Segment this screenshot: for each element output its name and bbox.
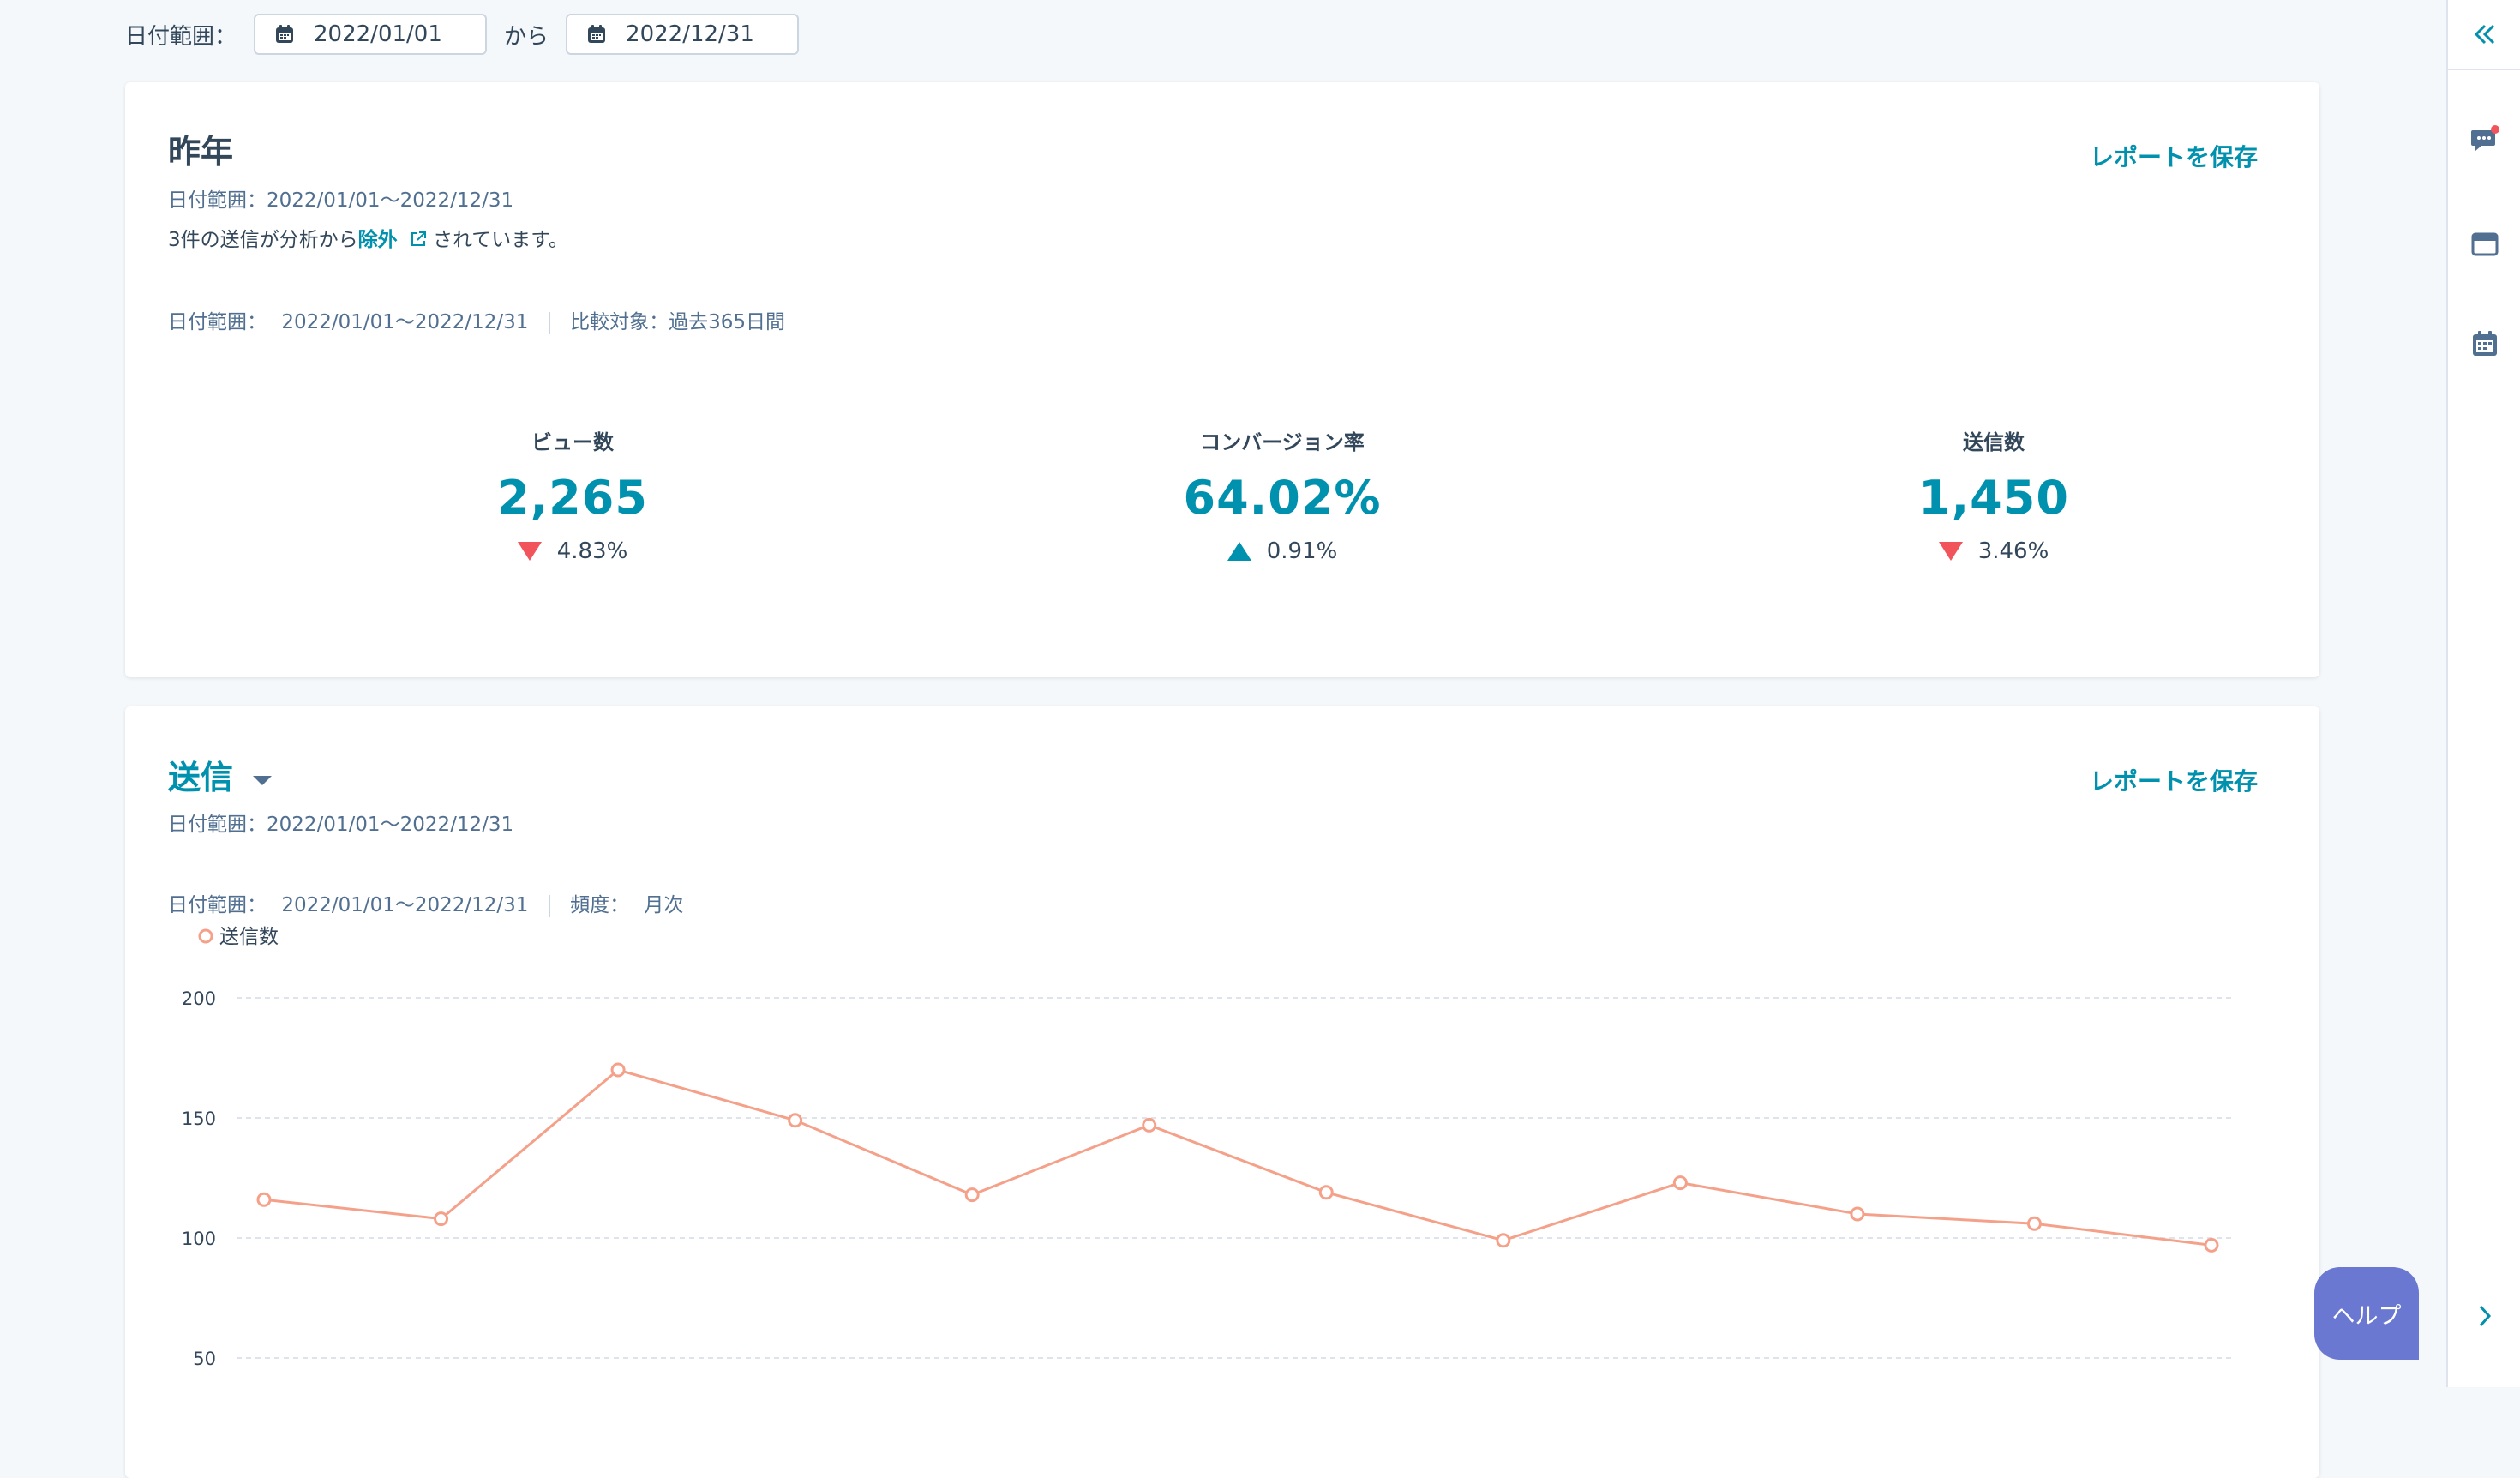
calendar-icon[interactable] [2470,329,2499,358]
kpi-submissions: 送信数 1,450 3.46% [1779,425,2208,564]
kpi-value: 64.02% [1183,471,1382,525]
external-link-icon [411,231,426,246]
chart-card: 送信 レポートを保存 日付範囲：2022/01/01〜2022/12/31 日付… [125,706,2319,1478]
kpi-value: 1,450 [1918,471,2069,525]
filter-date-value: 2022/01/01〜2022/12/31 [281,894,529,916]
kpi-change: 3.46% [1779,538,2208,564]
line-chart: 送信数 50 100 150 200 [182,926,2234,1369]
summary-card: 昨年 レポートを保存 日付範囲：2022/01/01〜2022/12/31 3件… [125,82,2319,677]
summary-filter-line: 日付範囲： 2022/01/01〜2022/12/31 比較対象：過去365日間 [168,305,785,334]
chart-filter-line: 日付範囲： 2022/01/01〜2022/12/31 頻度： 月次 [168,888,683,917]
exclusion-note: 3件の送信が分析から除外 されています。 [168,223,568,252]
chart-date-range: 日付範囲：2022/01/01〜2022/12/31 [168,814,514,836]
start-date-value: 2022/01/01 [314,21,442,47]
date-connector: から [504,23,549,50]
chevron-right-icon[interactable] [2470,1301,2499,1331]
caret-down-icon [253,775,273,785]
help-button[interactable]: ヘルプ [2314,1267,2419,1360]
data-point[interactable] [964,1187,980,1203]
window-icon[interactable] [2470,230,2499,259]
data-point[interactable] [1672,1175,1688,1191]
kpi-change-value: 0.91% [1266,538,1338,564]
y-tick-label: 50 [193,1349,216,1369]
frequency-label: 頻度： [570,894,630,916]
end-date-input[interactable]: 2022/12/31 [566,14,800,55]
series-line [263,1068,2212,1247]
exclusion-prefix: 3件の送信が分析から [168,229,358,251]
summary-card-title: 昨年 [168,133,234,171]
date-filter-label: 日付範囲： [125,23,237,50]
triangle-down-icon [517,542,542,561]
kpi-change: 0.91% [1068,538,1497,564]
filter-date-label: 日付範囲： [168,311,267,333]
kpi-label: 送信数 [1963,430,2025,454]
y-tick-label: 100 [182,1229,216,1249]
data-point[interactable] [1496,1233,1511,1248]
chat-icon[interactable] [2470,125,2499,154]
kpi-views: ビュー数 2,265 4.83% [358,425,787,564]
exclusion-link[interactable]: 除外 [357,229,398,251]
legend-marker [198,928,213,944]
kpi-change: 4.83% [358,538,787,564]
exclusion-suffix: されています。 [432,229,568,251]
triangle-up-icon [1227,542,1251,561]
help-label: ヘルプ [2331,1302,2402,1330]
compare-label: 比較対象：過去365日間 [570,311,785,333]
filter-date-value: 2022/01/01〜2022/12/31 [281,311,529,333]
right-rail [2446,0,2520,1387]
filter-date-label: 日付範囲： [168,894,267,916]
data-point[interactable] [2204,1237,2219,1253]
divider [548,894,550,917]
kpi-change-value: 4.83% [556,538,628,564]
data-point[interactable] [1850,1206,1865,1222]
save-report-button[interactable]: レポートを保存 [2089,767,2258,796]
double-chevron-left-icon [2474,24,2495,45]
data-point[interactable] [610,1062,626,1078]
frequency-value: 月次 [644,894,684,916]
kpi-change-value: 3.46% [1977,538,2049,564]
data-point[interactable] [1142,1117,1157,1133]
calendar-icon [588,25,606,43]
collapse-rail-button[interactable] [2448,0,2520,70]
chart-legend: 送信数 [198,926,279,948]
save-report-button[interactable]: レポートを保存 [2089,143,2258,171]
divider [548,311,550,334]
triangle-down-icon [1938,542,1963,561]
y-tick-label: 150 [182,1108,216,1129]
legend-label: 送信数 [219,926,279,948]
chart-title: 送信 [168,759,234,796]
data-point[interactable] [2026,1216,2042,1231]
data-point[interactable] [434,1211,449,1227]
kpi-label: ビュー数 [531,430,614,454]
kpi-label: コンバージョン率 [1200,430,1365,454]
calendar-icon [276,25,294,43]
kpi-conversion-rate: コンバージョン率 64.02% 0.91% [1068,425,1497,564]
data-point[interactable] [256,1192,272,1207]
data-point[interactable] [788,1113,803,1128]
date-filter-bar: 日付範囲： 2022/01/01 から 2022/12/31 [125,12,800,57]
chart-title-dropdown[interactable]: 送信 [168,751,273,798]
data-point[interactable] [1318,1185,1334,1200]
kpi-value: 2,265 [497,471,648,525]
y-tick-label: 200 [182,988,216,1009]
summary-date-range: 日付範囲：2022/01/01〜2022/12/31 [168,189,514,212]
end-date-value: 2022/12/31 [626,21,754,47]
start-date-input[interactable]: 2022/01/01 [254,14,488,55]
